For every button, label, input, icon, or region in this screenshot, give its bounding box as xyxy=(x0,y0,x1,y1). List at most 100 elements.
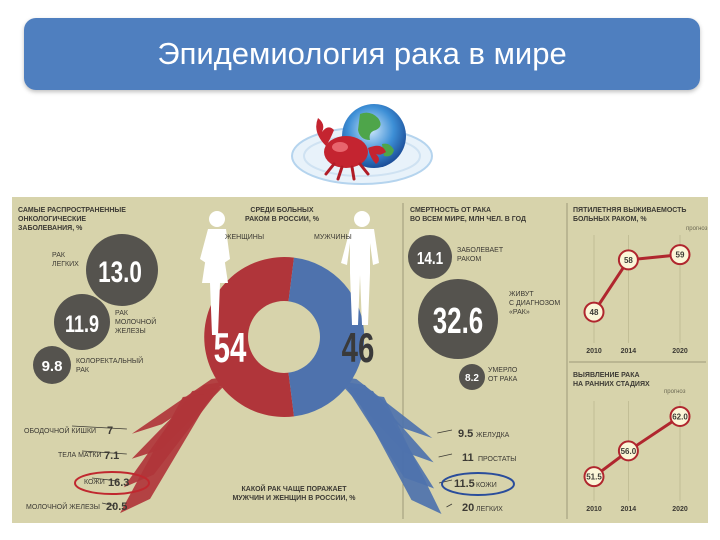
men-site-label: КОЖИ xyxy=(476,482,497,489)
common-heading-line: ЗАБОЛЕВАНИЯ, % xyxy=(18,225,83,232)
women-site-value: 20.5 xyxy=(106,501,127,513)
stat-label-colorectal: РАК xyxy=(76,367,90,374)
men-site-label: ПРОСТАТЫ xyxy=(478,456,516,463)
russia-heading-line: РАКОМ В РОССИИ, % xyxy=(245,216,320,223)
men-label: МУЖЧИНЫ xyxy=(314,234,352,241)
common-heading-line: САМЫЕ РАСПРОСТРАНЕННЫЕ xyxy=(18,207,126,214)
men-site-value: 11.5 xyxy=(454,478,475,490)
men-site-leader xyxy=(437,429,453,434)
women-site-leader xyxy=(91,477,119,482)
data-label: 58 xyxy=(624,256,633,265)
men-site-label: ЖЕЛУДКА xyxy=(476,432,510,439)
donut-hole xyxy=(248,301,320,373)
year-tick-label: 2020 xyxy=(672,348,688,355)
women-site-label: МОЛОЧНОЙ ЖЕЛЕЗЫ xyxy=(26,502,100,511)
men-site-value: 9.5 xyxy=(458,428,473,440)
title-bar: Эпидемиология рака в мире xyxy=(24,18,700,90)
infographic-panel: САМЫЕ РАСПРОСТРАНЕННЫЕ ОНКОЛОГИЧЕСКИЕ ЗА… xyxy=(12,197,708,523)
men-site-value: 20 xyxy=(462,502,474,514)
stat-value-incidence: 14.1 xyxy=(417,249,443,268)
men-site-label: ЛЕГКИХ xyxy=(476,506,503,513)
men-site-leader xyxy=(446,503,453,508)
stat-label-living: С ДИАГНОЗОМ xyxy=(509,300,560,307)
women-site-bar xyxy=(120,393,213,514)
data-label: 56.0 xyxy=(621,447,637,456)
data-point xyxy=(583,466,605,488)
early-forecast-label: прогноз xyxy=(664,389,686,395)
year-tick-label: 2010 xyxy=(586,506,602,513)
stat-label-deaths: УМЕРЛО xyxy=(488,367,518,374)
data-point xyxy=(617,440,639,462)
mortality-heading-line: СМЕРТНОСТЬ ОТ РАКА xyxy=(410,207,491,214)
survival-heading-line: БОЛЬНЫХ РАКОМ, % xyxy=(573,216,647,223)
stat-label-deaths: ОТ РАКА xyxy=(488,376,518,383)
mortality-heading-line: ВО ВСЕМ МИРЕ, МЛН ЧЕЛ. В ГОД xyxy=(410,216,526,223)
women-label: ЖЕНЩИНЫ xyxy=(225,234,264,241)
stat-circle-colorectal xyxy=(33,346,71,384)
early-heading-line: НА РАННИХ СТАДИЯХ xyxy=(573,381,650,388)
stat-value-living: 32.6 xyxy=(433,301,483,341)
stat-value-deaths: 8.2 xyxy=(465,373,479,384)
stat-value-breast: 11.9 xyxy=(65,312,99,338)
early-detection-line-chart: 51.5 2010 56.0 2014 62.0 2020 xyxy=(583,401,691,513)
data-label: 51.5 xyxy=(586,473,602,482)
data-label: 59 xyxy=(676,251,685,260)
year-tick-label: 2014 xyxy=(621,348,637,355)
stat-circle-deaths xyxy=(459,364,485,390)
stat-circle-breast xyxy=(54,294,110,350)
stat-circle-living xyxy=(418,279,498,359)
highlight-ring-men-skin xyxy=(441,472,515,496)
stat-label-breast: РАК xyxy=(115,310,129,317)
stat-label-breast: ЖЕЛЕЗЫ xyxy=(115,328,146,335)
year-tick-label: 2020 xyxy=(672,506,688,513)
women-share-value: 54 xyxy=(214,324,247,372)
men-site-leader xyxy=(438,453,453,458)
survival-forecast-label: прогноз xyxy=(686,226,708,232)
highlight-ring-women-skin xyxy=(74,471,150,495)
early-heading-line: ВЫЯВЛЕНИЕ РАКА xyxy=(573,372,640,379)
male-figure-icon xyxy=(341,211,379,325)
sites-caption-line: МУЖЧИН И ЖЕНЩИН В РОССИИ, % xyxy=(232,495,356,502)
donut-men-segment xyxy=(284,257,365,417)
stat-label-lung: ЛЕГКИХ xyxy=(52,261,79,268)
men-share-value: 46 xyxy=(342,324,375,372)
women-site-label: ТЕЛА МАТКИ xyxy=(58,452,102,459)
data-label: 48 xyxy=(590,308,599,317)
women-site-label: ОБОДОЧНОЙ КИШКИ xyxy=(24,426,96,435)
women-site-leader xyxy=(101,502,116,507)
stat-label-lung: РАК xyxy=(52,252,66,259)
stat-label-living: ЖИВУТ xyxy=(509,291,534,298)
survival-line-chart: 48 2010 58 2014 59 2020 xyxy=(583,235,691,355)
stat-value-lung: 13.0 xyxy=(98,255,142,289)
russia-heading-line: СРЕДИ БОЛЬНЫХ xyxy=(250,207,314,214)
women-sites-bars xyxy=(71,375,237,514)
data-label: 62.0 xyxy=(672,412,688,421)
data-point xyxy=(669,244,691,266)
stat-circle-incidence xyxy=(408,235,452,279)
stat-label-incidence: ЗАБОЛЕВАЕТ xyxy=(457,247,504,254)
stat-label-incidence: РАКОМ xyxy=(457,256,481,263)
men-site-value: 11 xyxy=(462,452,474,464)
women-site-leader xyxy=(71,425,127,430)
women-site-label: КОЖИ xyxy=(84,479,105,486)
sites-caption-line: КАКОЙ РАК ЧАЩЕ ПОРАЖАЕТ xyxy=(242,484,348,493)
women-site-value: 7.1 xyxy=(104,450,119,462)
men-sites-bars xyxy=(330,375,453,514)
men-site-bar xyxy=(354,393,442,514)
female-figure-icon xyxy=(200,211,230,335)
stat-circle-lung xyxy=(86,234,158,306)
stat-label-breast: МОЛОЧНОЙ xyxy=(115,317,156,326)
common-heading-line: ОНКОЛОГИЧЕСКИЕ xyxy=(18,216,86,223)
stat-label-living: «РАК» xyxy=(509,309,530,316)
women-site-leader xyxy=(81,450,127,455)
stat-value-colorectal: 9.8 xyxy=(42,358,63,375)
men-site-leader xyxy=(438,479,453,484)
data-point xyxy=(617,249,639,271)
women-site-value: 7 xyxy=(107,425,113,437)
crab-globe-icon xyxy=(282,94,440,194)
stat-label-colorectal: КОЛОРЕКТАЛЬНЫЙ xyxy=(76,356,143,365)
women-site-value: 16.3 xyxy=(108,477,129,489)
data-point xyxy=(669,405,691,427)
year-tick-label: 2014 xyxy=(621,506,637,513)
year-tick-label: 2010 xyxy=(586,348,602,355)
